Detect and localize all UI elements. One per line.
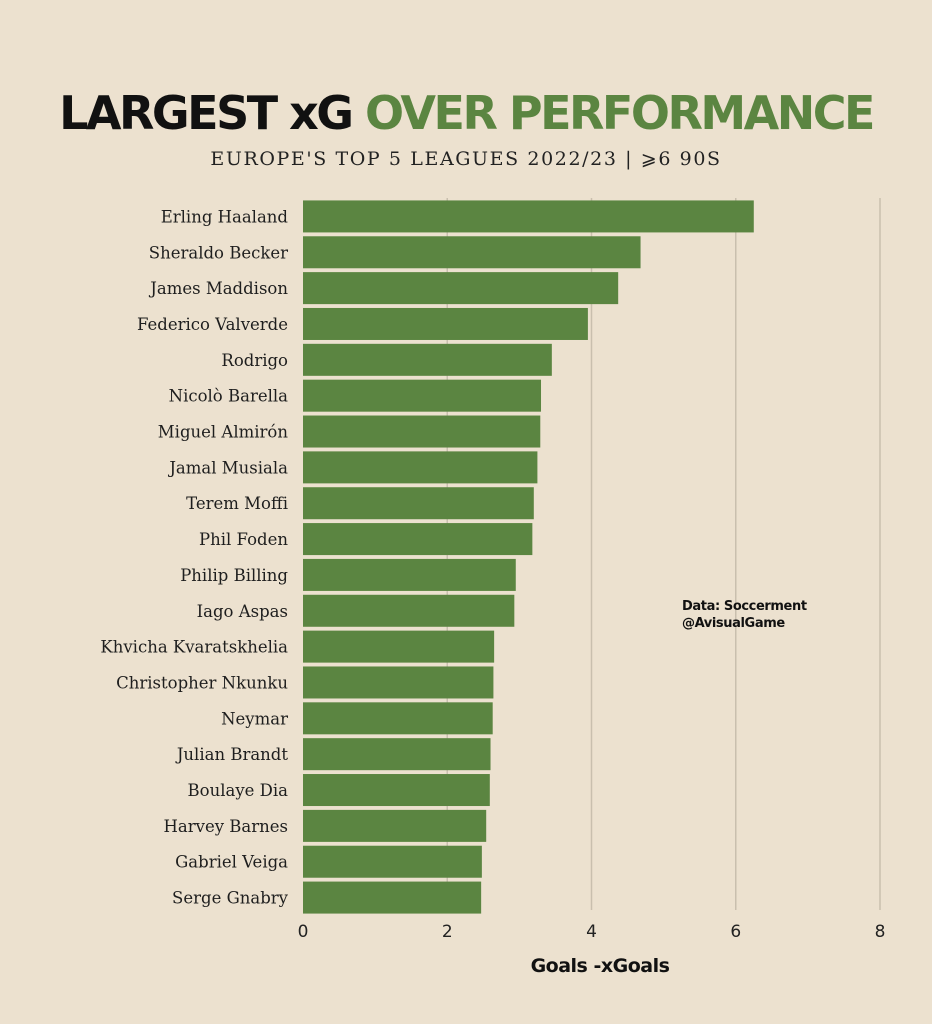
x-tick-label: 4 [586,922,597,942]
category-label: Miguel Almirón [158,423,289,442]
x-tick-label: 6 [730,922,741,942]
bar [303,594,515,627]
bar [303,774,490,807]
category-label: Julian Brandt [175,745,289,764]
bar [303,451,538,484]
credit-source: Data: Soccerment [682,599,807,614]
bar [303,236,641,269]
bar [303,343,552,376]
category-label: Terem Moffi [186,494,288,513]
bar [303,200,754,233]
bar [303,702,493,735]
category-label: James Maddison [148,279,288,298]
category-label: Iago Aspas [197,602,288,621]
x-tick-labels: 0 2 4 6 8 [298,922,886,942]
category-label: Jamal Musiala [167,458,288,477]
category-label: Erling Haaland [161,207,289,226]
x-tick-label: 0 [298,922,309,942]
chart-subtitle: EUROPE'S TOP 5 LEAGUES 2022/23 | ⩾6 90S [210,148,722,170]
x-tick-label: 8 [875,922,886,942]
category-label: Sheraldo Becker [149,243,288,262]
category-label: Rodrigo [221,351,288,370]
bar [303,415,541,448]
category-label: Philip Billing [180,566,288,585]
category-label: Christopher Nkunku [116,673,288,692]
x-axis-label: Goals -xGoals [531,955,670,977]
credit-handle: @AvisualGame [682,616,785,631]
category-label: Neymar [221,709,288,728]
bar [303,881,482,914]
bar [303,307,588,340]
category-label: Federico Valverde [137,315,288,334]
category-label: Boulaye Dia [188,781,289,800]
bar [303,379,542,412]
bar [303,558,516,591]
bar [303,523,533,556]
category-label: Serge Gnabry [172,889,289,908]
bars [303,200,754,914]
bar [303,738,491,771]
bar [303,666,494,699]
category-label: Harvey Barnes [164,817,288,836]
bar [303,845,482,878]
bar [303,809,487,842]
bar [303,630,495,663]
category-labels: Erling Haaland Sheraldo Becker James Maddi… [100,207,288,907]
category-label: Khvicha Kvaratskhelia [100,638,288,657]
title-part-green: OVER PERFORMANCE [365,86,875,140]
category-label: Nicolò Barella [169,387,289,406]
credits: Data: Soccerment @AvisualGame [682,598,807,632]
bar [303,487,534,520]
category-label: Gabriel Veiga [175,853,288,872]
title-part-black: LARGEST xG [59,86,366,140]
x-tick-label: 2 [442,922,453,942]
bar [303,272,619,305]
category-label: Phil Foden [199,530,288,549]
chart-title: LARGEST xG OVER PERFORMANCE [0,82,932,144]
